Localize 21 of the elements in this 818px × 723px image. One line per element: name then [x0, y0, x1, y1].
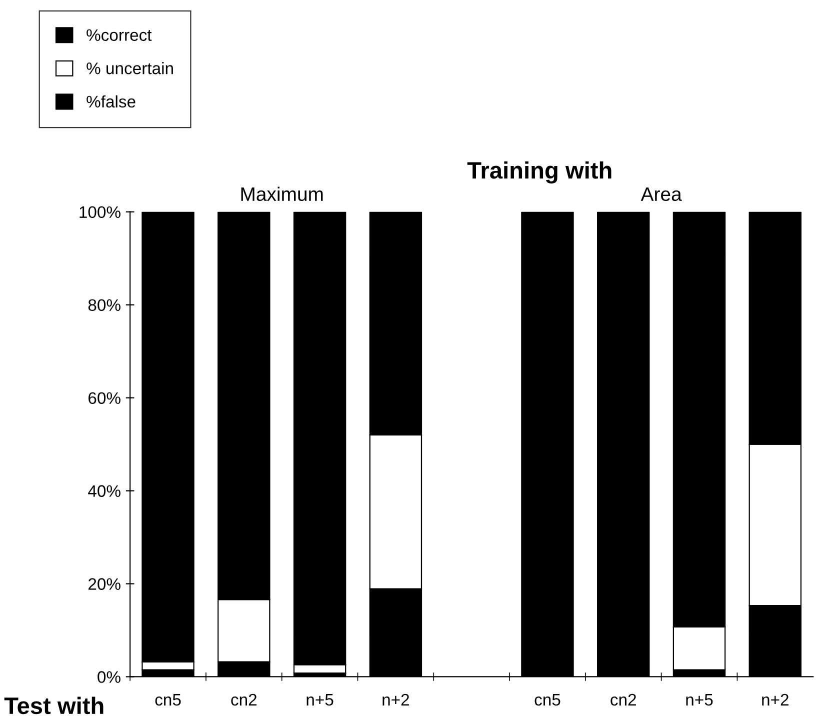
- y-tick-label: 80%: [88, 299, 120, 312]
- y-tick-label: 40%: [88, 485, 120, 497]
- y-tick-label: 100%: [80, 206, 120, 218]
- legend-label: %correct: [86, 29, 152, 41]
- y-tick-label: 0%: [98, 671, 120, 683]
- x-tick-label: n+5: [306, 694, 334, 706]
- x-tick-label: cn5: [534, 694, 560, 706]
- text: Area: [640, 187, 682, 202]
- y-tick-label: 20%: [88, 578, 120, 590]
- legend-label: % uncertain: [86, 62, 173, 74]
- chart-title: Training with: [467, 161, 612, 184]
- x-tick-label: n+2: [382, 694, 409, 706]
- legend-label: %false: [86, 95, 136, 108]
- text: Maximum: [241, 186, 323, 202]
- x-tick-label: cn2: [231, 694, 256, 706]
- x-tick-label: cn5: [155, 694, 181, 706]
- y-tick-label: 60%: [88, 392, 120, 404]
- text: Test with: [4, 696, 104, 714]
- x-tick-label: n+2: [762, 694, 788, 706]
- x-tick-label: cn2: [610, 694, 636, 706]
- x-tick-label: n+5: [686, 694, 713, 706]
